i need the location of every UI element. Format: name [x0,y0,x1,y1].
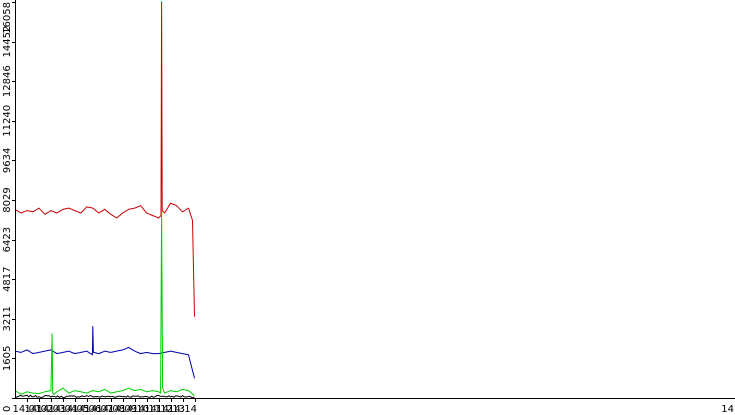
y-tick-label: 1605 [2,346,13,371]
x-tick-label: 14:09 [108,404,137,415]
series-line-4 [14,394,195,399]
y-tick-label: 8029 [2,187,13,212]
y-tick-label: 9634 [2,148,13,173]
x-tick-label: 14:12 [144,404,173,415]
series-line-1 [14,1,195,317]
x-tick-label: 14:07 [84,404,113,415]
y-tick-label: 6423 [2,227,13,252]
x-tick-label: 14:14 [168,404,197,415]
series-line-2 [14,326,195,379]
x-axis: 14:0114:0214:0314:0414:0514:0614:0714:08… [13,398,734,415]
y-tick-label: 3211 [2,306,13,331]
x-tick-label: 14:08 [96,404,125,415]
x-tick-label: 14:01 [13,404,42,415]
y-tick-label: 11240 [2,105,13,137]
x-tick-label: 14:04 [48,404,77,415]
x-tick-label: 14:05 [60,404,89,415]
plot-series [14,1,195,399]
x-tick-label: 14:11 [132,404,161,415]
y-tick-label: 4817 [2,266,13,291]
y-axis: 0 1605 3211 4817 6423 8029 9634 11240 12846 14452… [2,2,15,412]
x-tick-label: 14 [721,404,734,415]
y-tick-label: 12846 [2,65,13,97]
x-tick-label: 14:13 [156,404,185,415]
series-line-3 [14,210,195,396]
x-tick-label: 14:02 [25,404,54,415]
y-tick-label: 16058 [2,2,13,34]
x-tick-label: 14:06 [72,404,101,415]
y-tick-label: 0 [2,406,13,412]
x-tick-label: 14:03 [36,404,65,415]
x-tick-label: 14:10 [120,404,149,415]
y-tick-label: 14452 [2,26,13,58]
